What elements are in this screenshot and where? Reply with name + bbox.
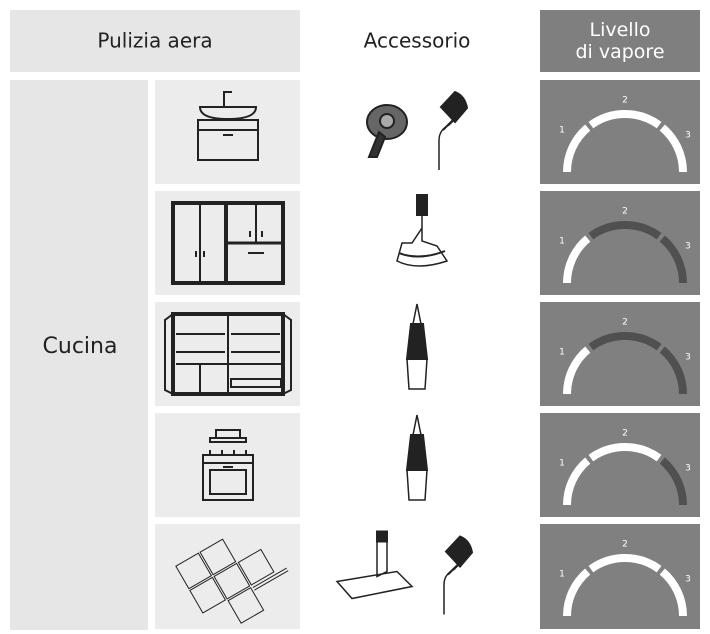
- gauge-label: 3: [685, 131, 691, 141]
- header-cell: [305, 10, 530, 72]
- room-label: Cucina: [43, 334, 118, 359]
- gauge-label: 1: [559, 570, 565, 580]
- steam-segment: [563, 346, 591, 395]
- header-area: Pulizia aera: [97, 29, 212, 53]
- room-cell: [10, 80, 148, 630]
- area-icon: [175, 538, 289, 624]
- steam-segment: [659, 568, 687, 617]
- icon-cell: [155, 413, 300, 517]
- accessory-icon: [405, 414, 429, 501]
- area-icon: [171, 201, 285, 285]
- steam-segment: [588, 110, 662, 129]
- steam-segment: [659, 346, 687, 395]
- header-steam: Livello di vapore: [575, 19, 664, 63]
- accessory-cell: [305, 80, 530, 184]
- accessory-icon: [405, 303, 429, 390]
- accessory-cell: [305, 524, 530, 629]
- steam-segment: [563, 457, 591, 506]
- gauge-label: 2: [622, 207, 628, 217]
- gauge-label: 3: [685, 575, 691, 585]
- steam-segment: [588, 221, 662, 240]
- gauge-label: 3: [685, 353, 691, 363]
- steam-segment: [563, 568, 591, 617]
- area-icon: [202, 429, 254, 501]
- accessory-icon: [366, 104, 408, 158]
- gauge-label: 3: [685, 464, 691, 474]
- area-icon: [197, 91, 259, 161]
- steam-segment: [588, 332, 662, 351]
- steam-segment: [563, 235, 591, 284]
- icon-cell: [155, 524, 300, 629]
- header-cell: [10, 10, 300, 72]
- gauge-label: 2: [622, 429, 628, 439]
- area-icon: [164, 312, 292, 396]
- gauge-label: 3: [685, 242, 691, 252]
- steam-segment: [659, 457, 687, 506]
- accessory-icon: [396, 194, 449, 267]
- gauge-label: 1: [559, 459, 565, 469]
- accessory-icon: [335, 530, 414, 600]
- accessory-icon: [443, 535, 474, 615]
- accessory-icon: [438, 90, 469, 170]
- steam-segment: [659, 235, 687, 284]
- gauge-label: 2: [622, 96, 628, 106]
- steam-segment: [659, 124, 687, 173]
- header-accessory: Accessorio: [364, 29, 471, 53]
- steam-segment: [588, 443, 662, 462]
- gauge-label: 1: [559, 126, 565, 136]
- gauge-label: 2: [622, 540, 628, 550]
- steam-segment: [588, 554, 662, 573]
- header-cell: [540, 10, 700, 72]
- gauge-label: 1: [559, 348, 565, 358]
- gauge-label: 1: [559, 237, 565, 247]
- steam-segment: [563, 124, 591, 173]
- icon-cell: [155, 80, 300, 184]
- gauge-label: 2: [622, 318, 628, 328]
